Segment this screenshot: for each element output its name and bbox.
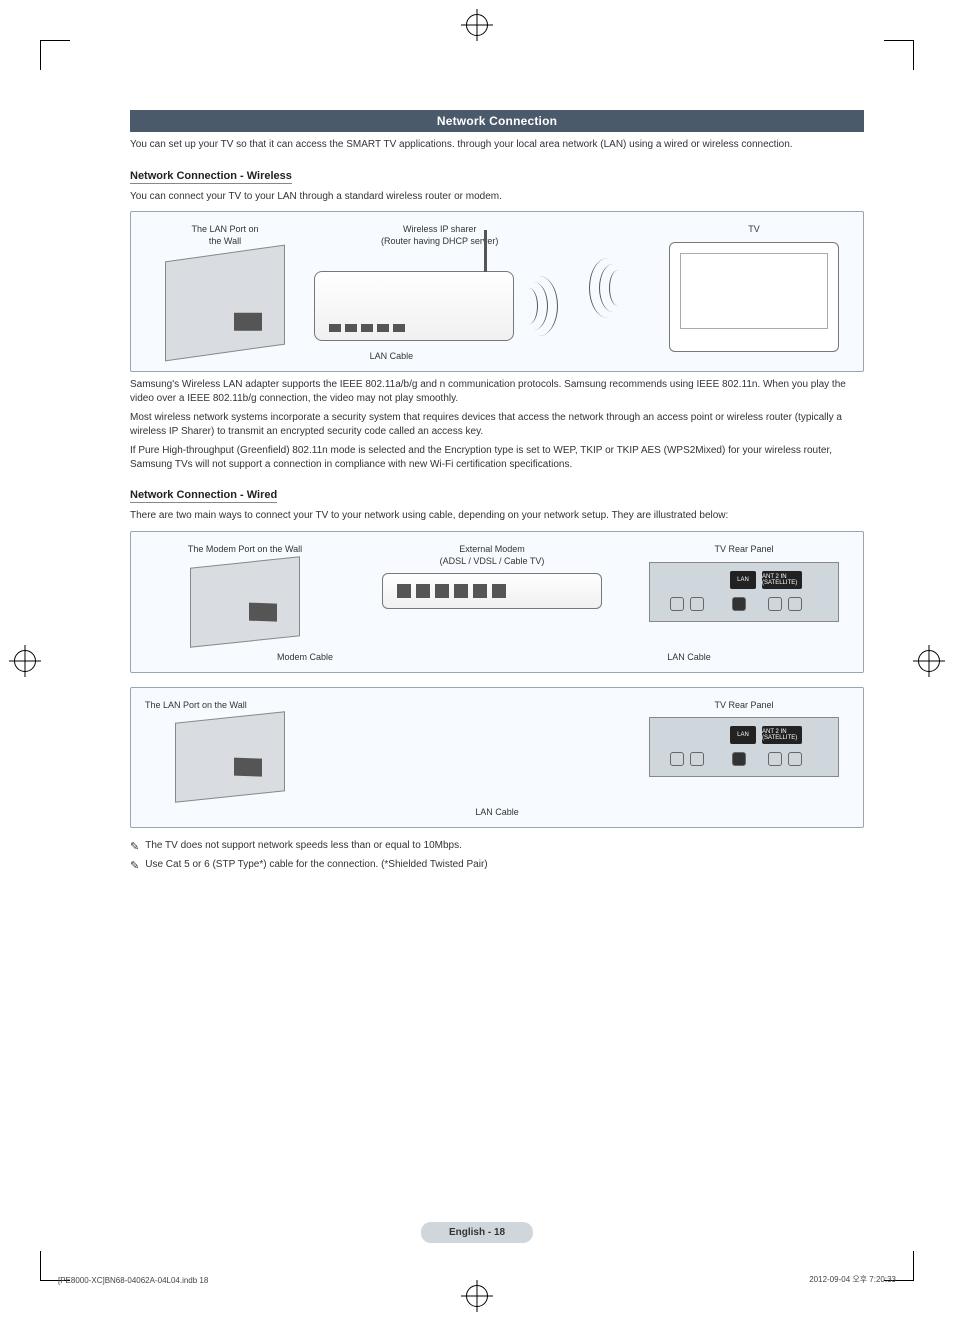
caption-tv-rear: TV Rear Panel <box>714 700 773 712</box>
note-icon: ✎ <box>130 839 139 856</box>
tv-rear-panel-icon: LAN ANT 2 IN (SATELLITE) <box>649 562 839 622</box>
note-item: ✎ The TV does not support network speeds… <box>130 838 864 855</box>
label-lan-cable: LAN Cable <box>145 807 849 817</box>
antenna-port-badge: ANT 2 IN (SATELLITE) <box>762 726 802 744</box>
subheading-wired: Network Connection - Wired <box>130 489 277 503</box>
router-icon <box>314 271 514 341</box>
wall-port-icon <box>165 245 285 362</box>
caption-line: the Wall <box>209 236 241 246</box>
caption-line: External Modem <box>459 544 525 554</box>
wall-port-icon <box>175 711 285 803</box>
subheading-wireless: Network Connection - Wireless <box>130 170 292 184</box>
wired-lead: There are two main ways to connect your … <box>130 509 864 523</box>
section-banner: Network Connection <box>130 110 864 132</box>
wireless-para: If Pure High-throughput (Greenfield) 802… <box>130 444 864 471</box>
footer-filename: [PE8000-XC]BN68-04062A-04L04.indb 18 <box>58 1276 208 1285</box>
diagram-wired-direct: The LAN Port on the Wall TV Rear Panel L… <box>130 687 864 829</box>
wireless-para: Most wireless network systems incorporat… <box>130 411 864 438</box>
tv-rear-panel-icon: LAN ANT 2 IN (SATELLITE) <box>649 717 839 777</box>
wifi-signal-icon <box>520 276 566 336</box>
antenna-port-badge: ANT 2 IN (SATELLITE) <box>762 571 802 589</box>
caption-line: (ADSL / VDSL / Cable TV) <box>440 556 545 566</box>
modem-icon <box>382 573 602 609</box>
note-text: The TV does not support network speeds l… <box>145 838 462 853</box>
diagram-wireless: The LAN Port on the Wall Wireless IP sha… <box>130 211 864 372</box>
registration-mark-icon <box>918 650 940 672</box>
crop-mark <box>884 40 914 70</box>
wireless-lead: You can connect your TV to your LAN thro… <box>130 190 864 204</box>
caption-external-modem: External Modem (ADSL / VDSL / Cable TV) <box>440 544 545 567</box>
lan-port-badge: LAN <box>730 726 756 744</box>
wall-port-icon <box>190 556 300 648</box>
page-number-tag: English - 18 <box>421 1222 533 1243</box>
caption-line: The LAN Port on <box>191 224 258 234</box>
label-lan-cable: LAN Cable <box>589 652 789 662</box>
wireless-para: Samsung's Wireless LAN adapter supports … <box>130 378 864 405</box>
page: Network Connection You can set up your T… <box>0 0 954 1321</box>
caption-line: Wireless IP sharer <box>403 224 476 234</box>
caption-line: (Router having DHCP server) <box>381 236 498 246</box>
note-item: ✎ Use Cat 5 or 6 (STP Type*) cable for t… <box>130 857 864 874</box>
registration-mark-icon <box>14 650 36 672</box>
caption-wall-port: The LAN Port on the Wall <box>191 224 258 247</box>
note-text: Use Cat 5 or 6 (STP Type*) cable for the… <box>145 857 487 872</box>
footer-timestamp: 2012-09-04 오후 7:20:33 <box>809 1274 896 1285</box>
lan-port-badge: LAN <box>730 571 756 589</box>
label-lan-cable: LAN Cable <box>370 351 414 361</box>
diagram-wired-modem: The Modem Port on the Wall External Mode… <box>130 531 864 673</box>
caption-tv-rear: TV Rear Panel <box>714 544 773 556</box>
tv-icon <box>669 242 839 352</box>
caption-tv: TV <box>748 224 760 236</box>
registration-mark-icon <box>466 14 488 36</box>
wifi-signal-icon <box>581 258 627 318</box>
registration-mark-icon <box>466 1285 488 1307</box>
label-modem-cable: Modem Cable <box>205 652 405 662</box>
content-area: Network Connection You can set up your T… <box>130 110 864 873</box>
crop-mark <box>40 40 70 70</box>
caption-router: Wireless IP sharer (Router having DHCP s… <box>381 224 498 247</box>
caption-lan-wall: The LAN Port on the Wall <box>145 700 247 712</box>
intro-text: You can set up your TV so that it can ac… <box>130 138 864 152</box>
caption-modem-wall: The Modem Port on the Wall <box>188 544 302 556</box>
note-icon: ✎ <box>130 858 139 875</box>
